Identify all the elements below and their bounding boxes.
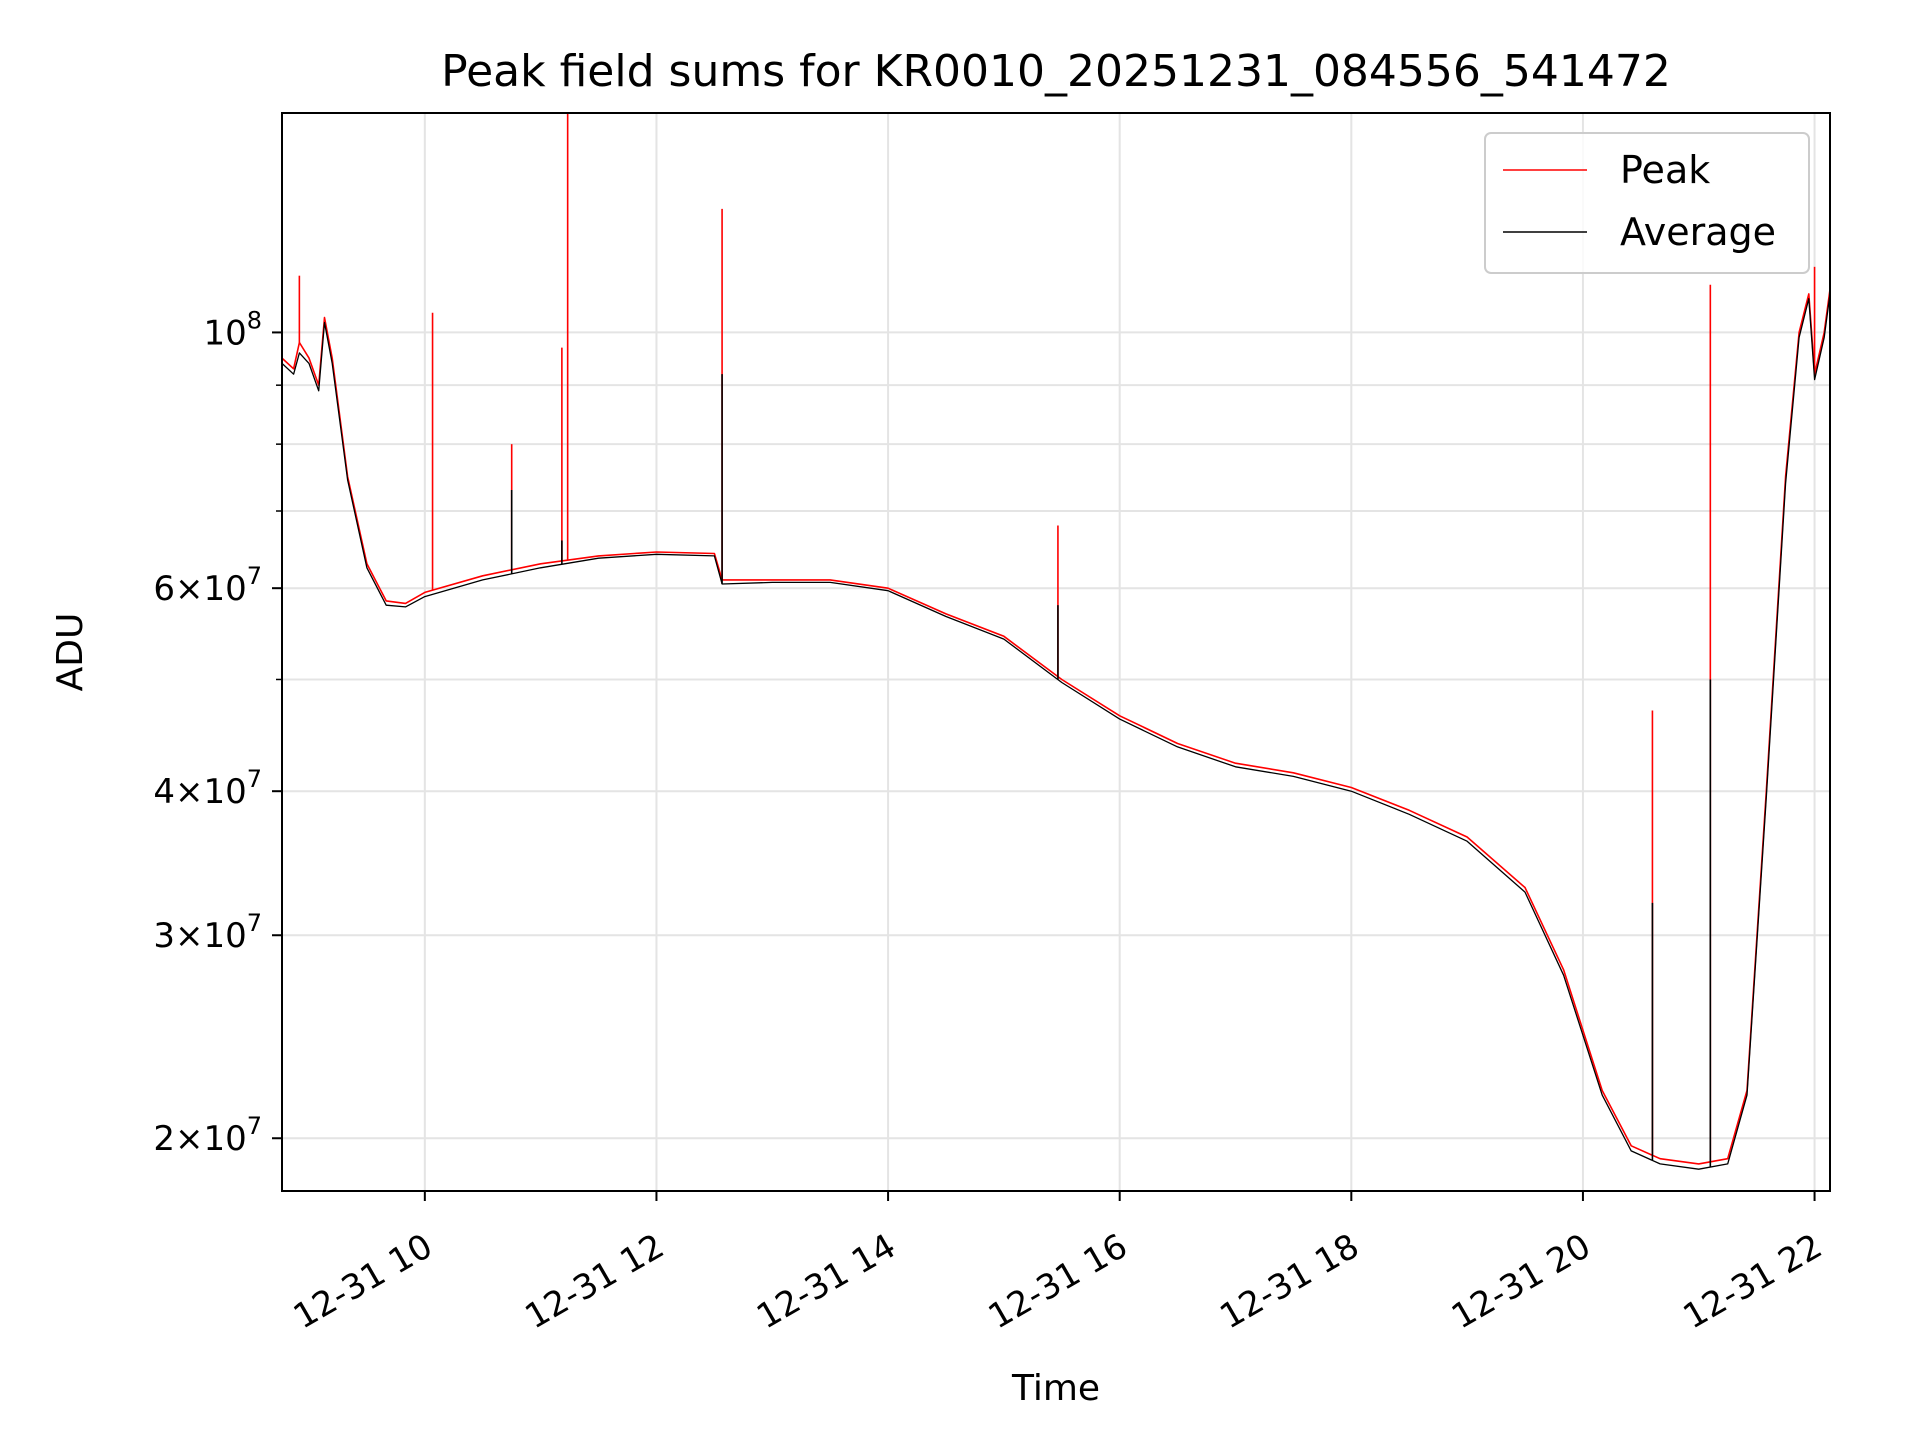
y-tick-label: 3×107 [153, 909, 262, 956]
legend-box [1484, 132, 1810, 274]
grid-layer [282, 113, 1830, 1191]
y-tick-exponent: 7 [247, 765, 262, 793]
y-tick-mantissa: 4 [153, 772, 175, 812]
legend-peak-label: Peak [1620, 148, 1710, 192]
series-average-line [281, 293, 1831, 1170]
y-tick-times: × [175, 916, 204, 956]
y-tick-label: 108 [203, 306, 262, 353]
chart-title: Peak field sums for KR0010_20251231_0845… [441, 46, 1671, 97]
y-tick-label: 6×107 [153, 562, 262, 609]
x-tick-label: 12-31 22 [1677, 1226, 1829, 1337]
x-axis-ticks: 12-31 10 12-31 12 12-31 14 12-31 16 12-31 18… [287, 1191, 1829, 1337]
y-tick-times: × [175, 569, 204, 609]
x-tick-label: 12-31 16 [982, 1226, 1134, 1337]
y-tick-base: 10 [203, 313, 246, 353]
x-tick-label: 12-31 10 [287, 1226, 439, 1337]
y-tick-base: 10 [203, 569, 246, 609]
x-tick-label: 12-31 14 [750, 1226, 902, 1337]
x-tick-label: 12-31 20 [1445, 1226, 1597, 1337]
y-axis-label: ADU [50, 613, 91, 692]
x-tick-label: 12-31 12 [519, 1226, 671, 1337]
y-tick-base: 10 [203, 1119, 246, 1159]
y-tick-exponent: 7 [247, 562, 262, 590]
y-tick-times: × [175, 1119, 204, 1159]
x-tick-label: 12-31 18 [1213, 1226, 1365, 1337]
series-layer [281, 113, 1831, 1170]
series-peak-line [281, 289, 1831, 1165]
y-tick-mantissa: 2 [153, 1119, 175, 1159]
y-tick-base: 10 [203, 772, 246, 812]
y-tick-label: 4×107 [153, 765, 262, 812]
y-tick-mantissa: 6 [153, 569, 175, 609]
y-tick-times: × [175, 772, 204, 812]
y-tick-mantissa: 3 [153, 916, 175, 956]
y-tick-label: 2×107 [153, 1112, 262, 1159]
y-tick-exponent: 7 [247, 1112, 262, 1140]
y-tick-exponent: 8 [247, 306, 262, 334]
y-tick-exponent: 7 [247, 909, 262, 937]
x-axis-label: Time [1011, 1368, 1100, 1409]
legend: Peak Average [1484, 132, 1810, 274]
legend-average-label: Average [1620, 210, 1776, 254]
plot-frame [281, 112, 1831, 1192]
y-tick-base: 10 [203, 916, 246, 956]
